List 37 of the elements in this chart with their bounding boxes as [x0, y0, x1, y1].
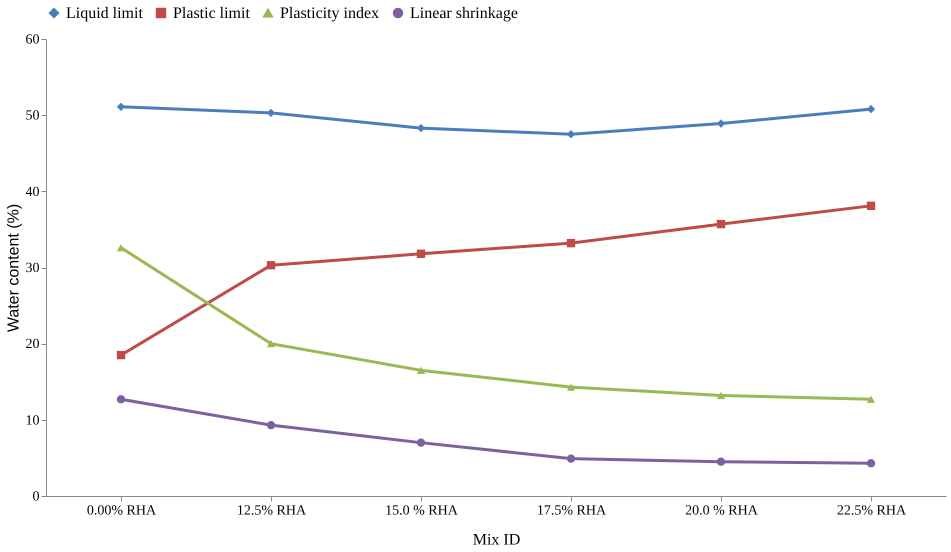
x-tick-label: 15.0 % RHA [385, 504, 459, 518]
point [866, 202, 876, 210]
y-tick-label: 0 [32, 490, 40, 504]
point [116, 395, 126, 404]
x-tick-label: 22.5% RHA [836, 504, 907, 518]
legend-label: Linear shrinkage [410, 5, 518, 22]
y-tick-label: 60 [26, 32, 40, 48]
point [266, 420, 276, 430]
x-tick-label: 20.0 % RHA [685, 504, 759, 518]
point [716, 119, 726, 128]
y-tick-label: 10 [26, 413, 40, 428]
legend-label: Liquid limit [66, 5, 144, 22]
y-tick-label: 30 [26, 261, 40, 276]
x-axis-title: Mix ID [472, 532, 520, 548]
point [266, 340, 276, 348]
point [716, 392, 726, 400]
point [116, 350, 126, 360]
point [716, 220, 726, 228]
x-tick-label: 12.5% RHA [236, 504, 307, 518]
point [416, 250, 426, 258]
legend-label: Plastic limit [173, 5, 250, 22]
y-axis-title: Water content (%) [6, 204, 22, 332]
point [716, 458, 726, 466]
point [866, 459, 876, 468]
point [566, 454, 576, 463]
y-tick-label: 20 [26, 337, 40, 352]
point [566, 383, 576, 391]
point [416, 366, 426, 374]
x-tick-label: 17.5% RHA [536, 504, 607, 518]
point [416, 438, 426, 447]
y-tick-label: 40 [26, 184, 40, 200]
point [866, 396, 876, 403]
y-tick-label: 50 [26, 108, 40, 124]
x-tick-label: 0.00% RHA [86, 504, 157, 518]
point [266, 261, 276, 270]
legend-label: Plasticity index [280, 5, 380, 22]
point [566, 238, 576, 248]
